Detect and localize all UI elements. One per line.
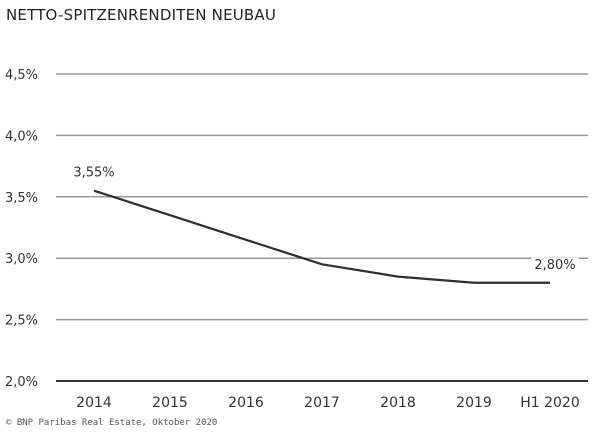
- data-label: 3,55%: [73, 166, 114, 181]
- data-label-background: [531, 257, 579, 273]
- x-tick-label: 2014: [76, 395, 112, 411]
- y-tick-label: 3,0%: [5, 252, 38, 267]
- data-label: 2,80%: [534, 258, 575, 273]
- x-tick-label: 2017: [304, 395, 340, 411]
- y-tick-label: 4,0%: [5, 129, 38, 144]
- source-note: © BNP Paribas Real Estate, Oktober 2020: [6, 418, 218, 428]
- series-line: [93, 189, 550, 284]
- x-tick-label: H1 2020: [520, 395, 580, 411]
- x-tick-label: 2018: [380, 395, 416, 411]
- y-tick-label: 3,5%: [5, 191, 38, 206]
- y-tick-label: 4,5%: [5, 68, 38, 83]
- x-tick-label: 2016: [228, 395, 264, 411]
- y-tick-label: 2,0%: [5, 375, 38, 390]
- chart-title: NETTO-SPITZENRENDITEN NEUBAU: [6, 6, 277, 24]
- x-tick-label: 2015: [152, 395, 188, 411]
- y-tick-label: 2,5%: [5, 314, 38, 329]
- x-tick-label: 2019: [456, 395, 492, 411]
